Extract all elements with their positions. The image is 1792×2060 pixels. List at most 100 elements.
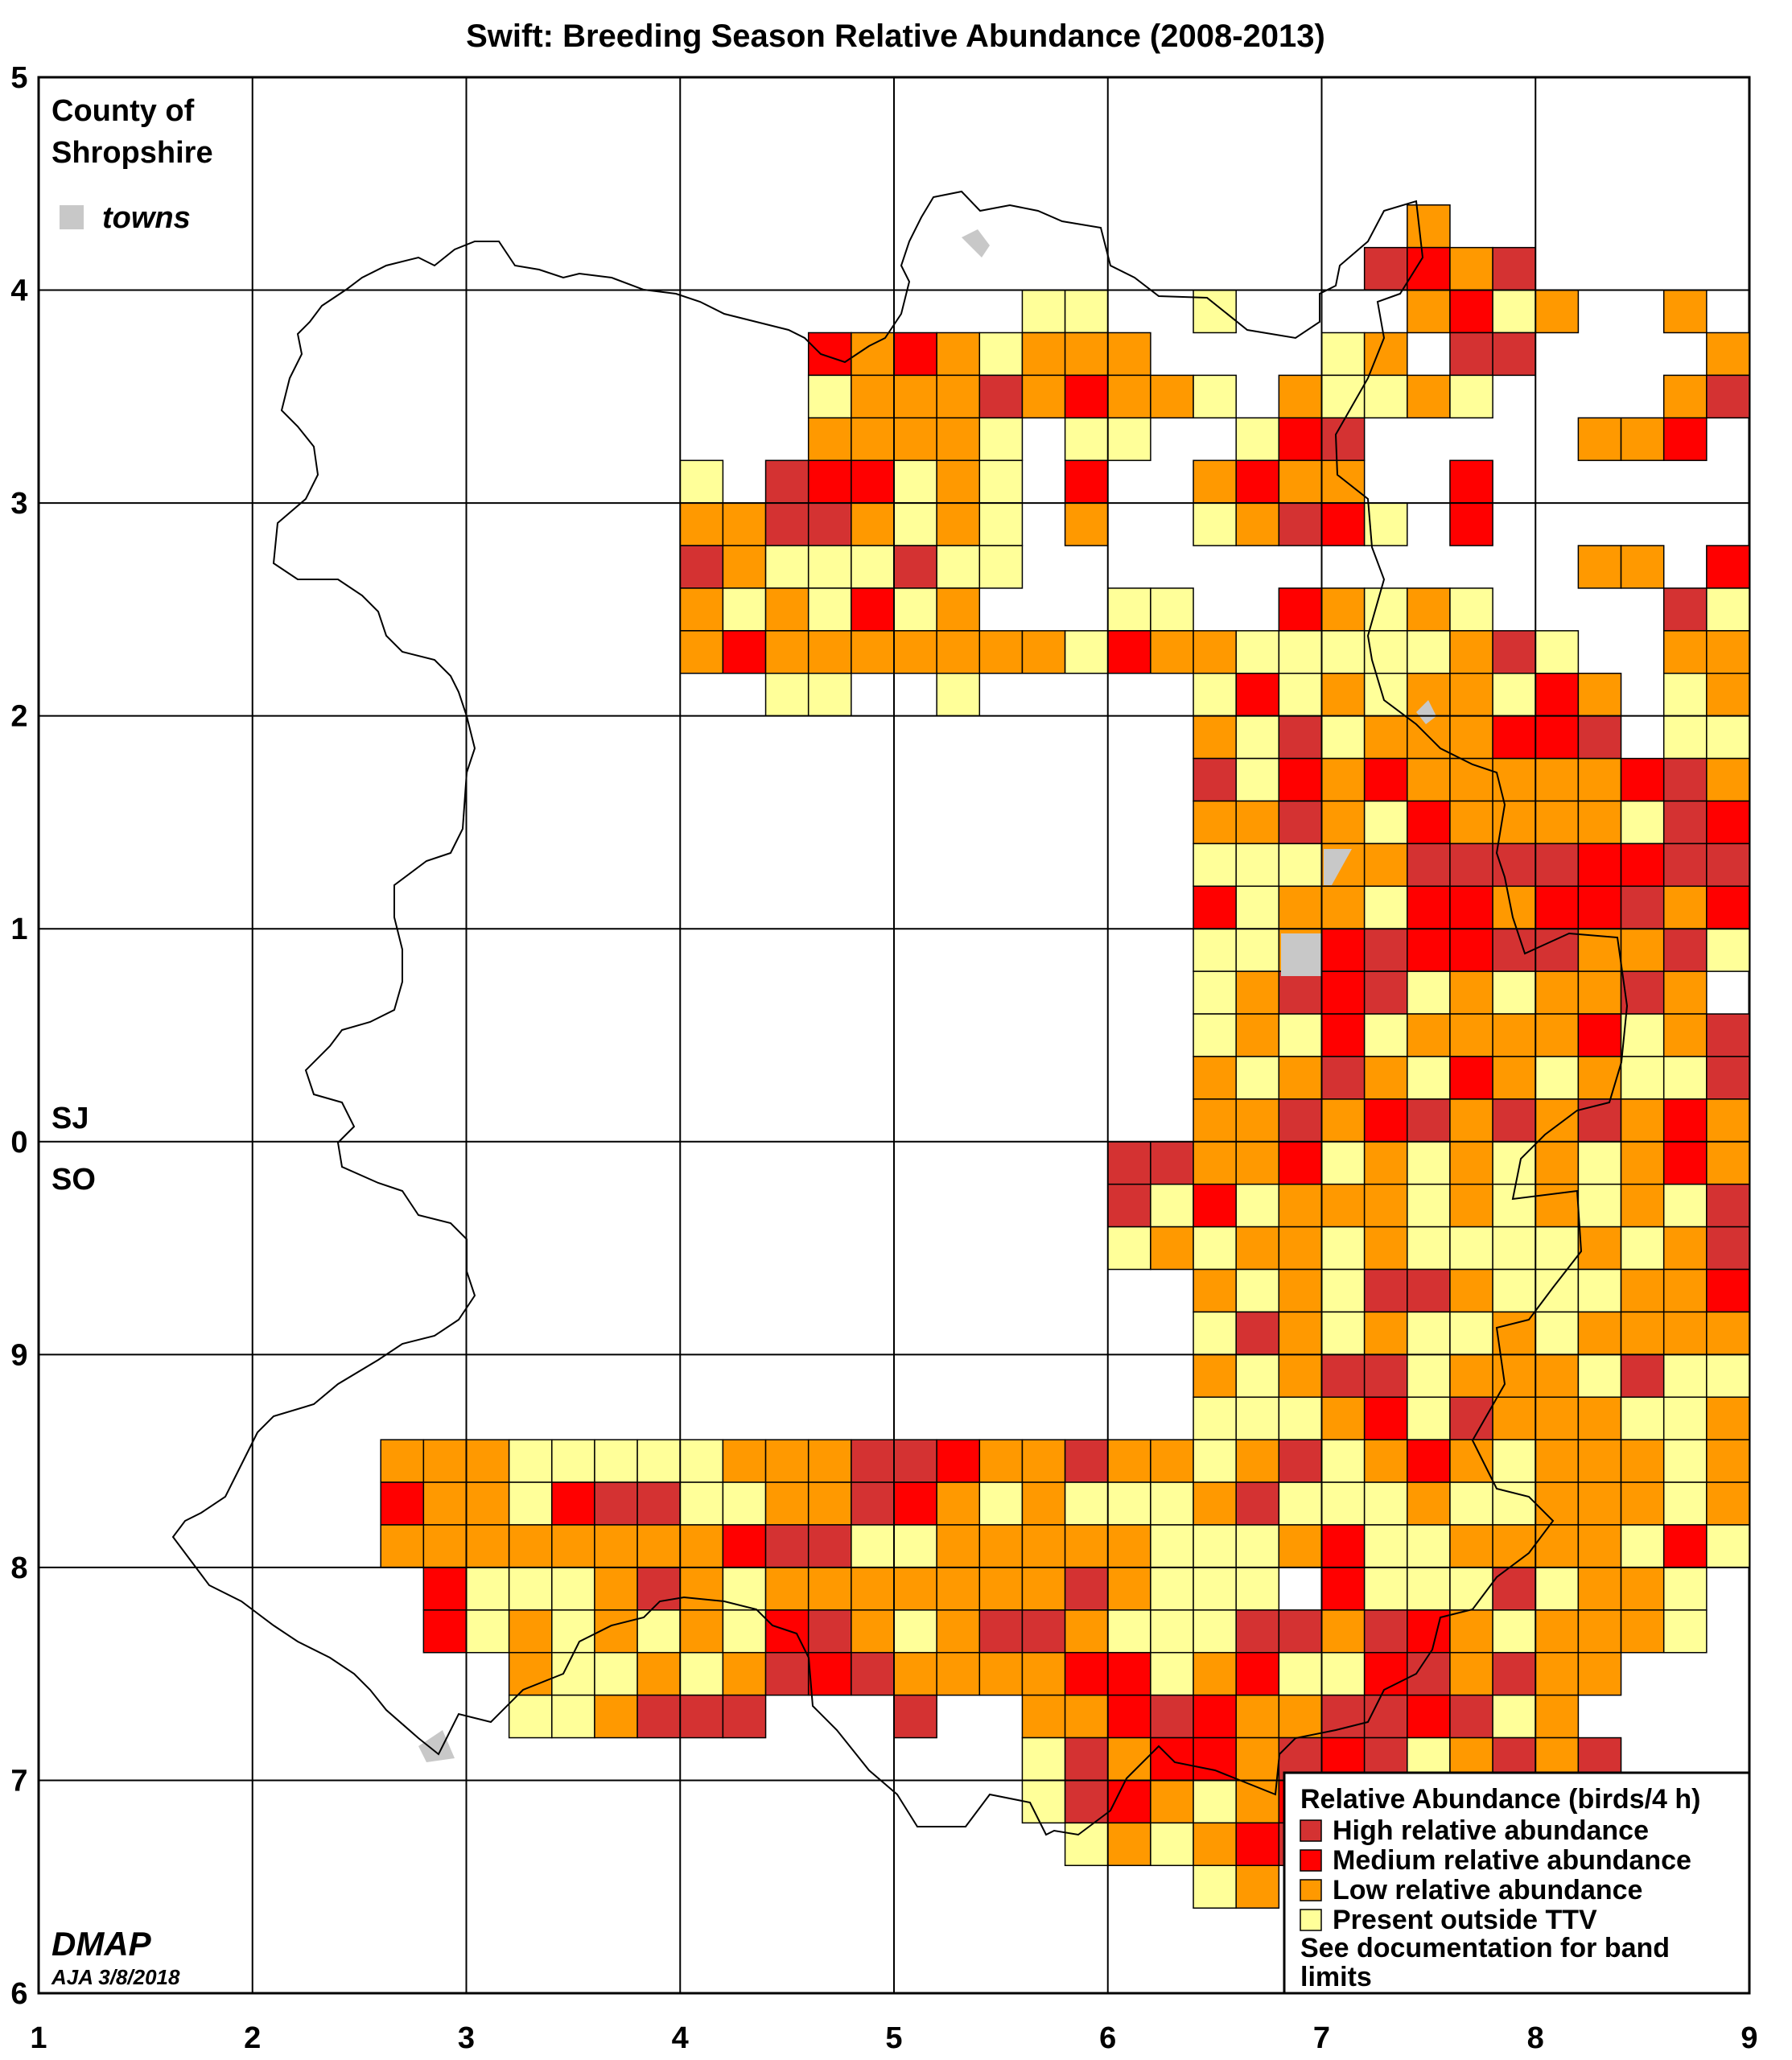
abundance-cell	[851, 587, 895, 632]
abundance-cell	[1706, 1226, 1750, 1271]
abundance-cell	[1107, 1822, 1151, 1867]
abundance-cell	[1021, 374, 1066, 419]
abundance-cell	[851, 1651, 895, 1696]
abundance-cell	[1363, 1353, 1408, 1398]
abundance-cell	[978, 1567, 1024, 1611]
legend-item-label: High relative abundance	[1333, 1815, 1649, 1846]
abundance-cell	[380, 1481, 425, 1526]
abundance-cell	[1278, 1524, 1323, 1568]
credit-author: AJA 3/8/2018	[51, 1965, 180, 1989]
abundance-cell	[1492, 1439, 1536, 1483]
legend-title: Relative Abundance (birds/4 h)	[1300, 1784, 1701, 1815]
abundance-cell	[1193, 1098, 1237, 1143]
abundance-cell	[1235, 1439, 1280, 1483]
y-tick-label: 4	[10, 274, 27, 308]
abundance-cell	[1278, 1098, 1323, 1143]
abundance-cell	[1535, 1524, 1580, 1568]
abundance-cell	[893, 545, 937, 589]
abundance-cell	[1320, 587, 1366, 632]
abundance-cell	[1706, 1183, 1750, 1228]
abundance-cell	[1407, 1056, 1451, 1100]
abundance-cell	[1449, 928, 1493, 972]
legend-swatch	[1300, 1879, 1322, 1901]
abundance-cell	[1235, 928, 1280, 972]
abundance-cell	[636, 1524, 681, 1568]
abundance-cell	[1107, 332, 1151, 377]
abundance-cell	[1535, 1481, 1580, 1526]
abundance-cell	[508, 1524, 553, 1568]
abundance-cell	[422, 1524, 468, 1568]
abundance-cell	[936, 673, 981, 717]
abundance-cell	[508, 1651, 553, 1696]
town-marker	[1416, 700, 1436, 724]
abundance-cell	[764, 1567, 809, 1611]
abundance-cell	[1407, 1183, 1451, 1228]
abundance-cell	[1193, 1651, 1237, 1696]
abundance-cell	[1449, 800, 1493, 845]
abundance-cell	[1235, 885, 1280, 929]
abundance-cell	[1449, 970, 1493, 1015]
abundance-cell	[978, 374, 1024, 419]
abundance-cell	[1278, 1226, 1323, 1271]
abundance-cell	[1449, 885, 1493, 929]
abundance-cell	[1320, 970, 1366, 1015]
abundance-cell	[1706, 1141, 1750, 1185]
abundance-cell	[1363, 1396, 1408, 1440]
abundance-cell	[1535, 1183, 1580, 1228]
abundance-cell	[1064, 332, 1109, 377]
abundance-cell	[1577, 970, 1622, 1015]
abundance-cell	[1278, 1481, 1323, 1526]
abundance-cell	[1620, 1567, 1665, 1611]
abundance-cell	[1620, 1183, 1665, 1228]
abundance-cell	[1577, 1353, 1622, 1398]
abundance-cell	[1449, 587, 1493, 632]
abundance-cell	[1662, 1141, 1708, 1185]
abundance-cell	[679, 459, 724, 504]
abundance-cell	[1662, 1609, 1708, 1654]
abundance-cell	[1064, 1524, 1109, 1568]
abundance-cell	[1193, 673, 1237, 717]
abundance-cell	[1107, 1609, 1151, 1654]
abundance-cell	[1706, 928, 1750, 972]
town-marker	[418, 1730, 455, 1762]
abundance-cell	[1662, 1098, 1708, 1143]
abundance-cell	[1706, 374, 1750, 419]
abundance-cell	[636, 1694, 681, 1739]
abundance-cell	[936, 630, 981, 674]
abundance-cell	[1193, 502, 1237, 546]
legend-box	[1283, 1771, 1751, 1995]
abundance-cell	[1320, 1056, 1366, 1100]
abundance-cell	[807, 332, 852, 377]
abundance-cell	[1407, 1353, 1451, 1398]
abundance-cell	[1064, 1439, 1109, 1483]
abundance-cell	[764, 502, 809, 546]
towns-label: towns	[102, 201, 191, 235]
abundance-cell	[1577, 1268, 1622, 1313]
county-label-line2: Shropshire	[51, 136, 213, 170]
abundance-cell	[1620, 1353, 1665, 1398]
abundance-cell	[422, 1439, 468, 1483]
abundance-cell	[1320, 502, 1366, 546]
abundance-cell	[1407, 1141, 1451, 1185]
abundance-cell	[1363, 1311, 1408, 1356]
abundance-cell	[893, 374, 937, 419]
abundance-cell	[1662, 587, 1708, 632]
abundance-cell	[594, 1651, 638, 1696]
abundance-cell	[1193, 1524, 1237, 1568]
abundance-cell	[1662, 1524, 1708, 1568]
abundance-cell	[1150, 1183, 1194, 1228]
abundance-cell	[1235, 1183, 1280, 1228]
x-tick-label: 3	[458, 2021, 475, 2055]
abundance-cell	[1577, 757, 1622, 802]
abundance-cell	[722, 630, 767, 674]
abundance-cell	[1492, 843, 1536, 888]
abundance-cell	[1150, 1609, 1194, 1654]
abundance-cell	[1235, 459, 1280, 504]
town-marker	[962, 229, 990, 258]
abundance-cell	[1407, 757, 1451, 802]
abundance-cell	[1407, 1311, 1451, 1356]
abundance-cell	[851, 1524, 895, 1568]
abundance-cell	[807, 1609, 852, 1654]
towns-swatch	[60, 205, 84, 229]
abundance-cell	[636, 1439, 681, 1483]
